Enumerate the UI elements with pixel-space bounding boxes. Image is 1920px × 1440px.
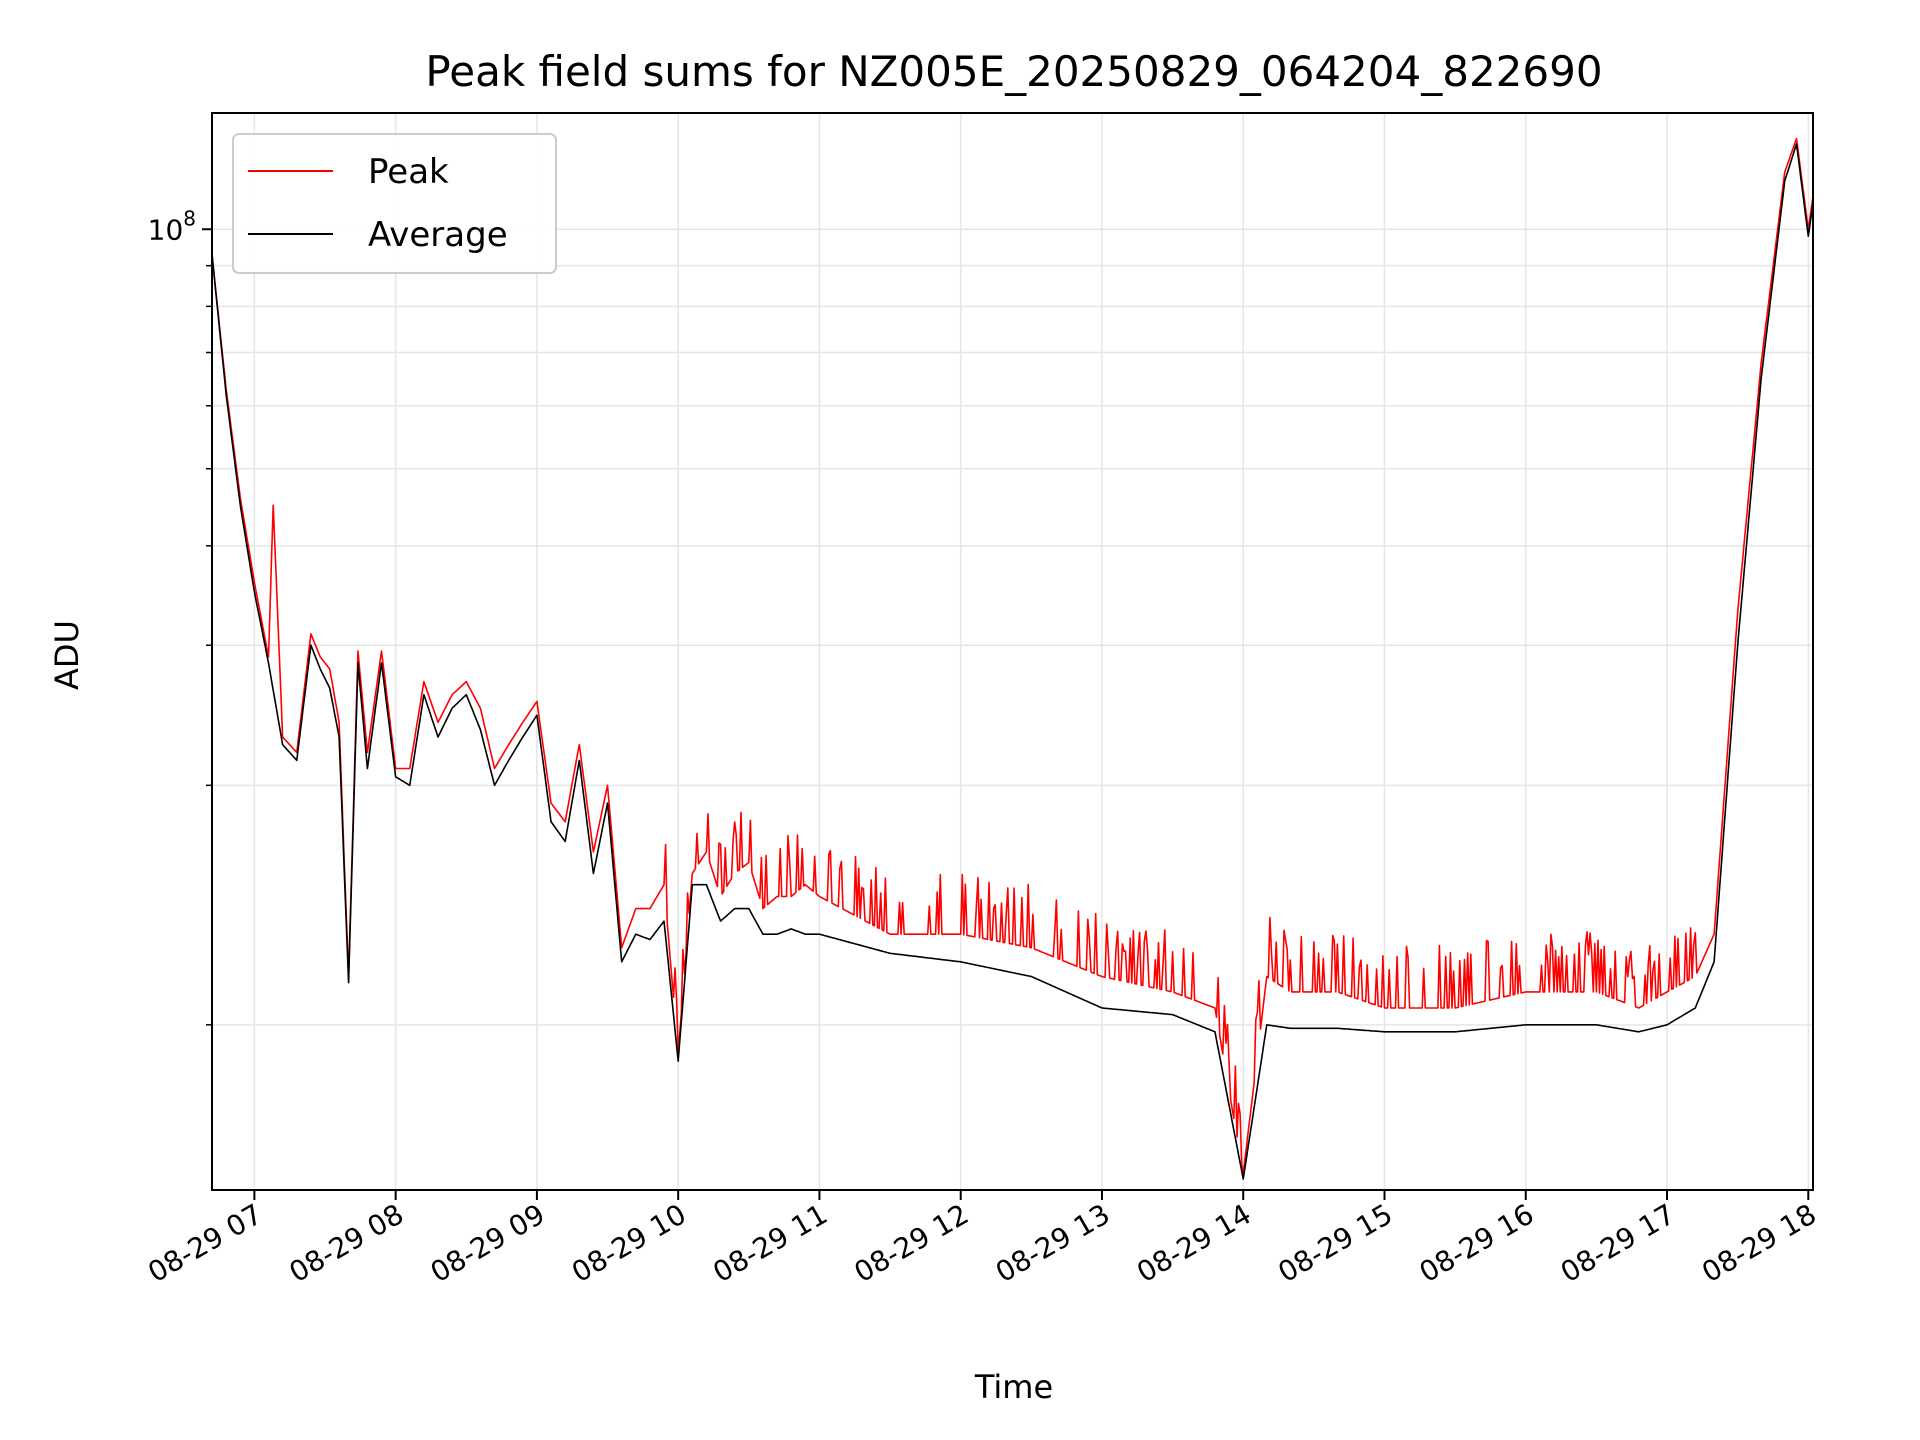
legend-box	[232, 133, 557, 274]
y-tick-base: 10	[148, 213, 184, 246]
legend-label-peak: Peak	[368, 152, 449, 192]
plot-area-frame	[211, 112, 1814, 1191]
y-axis: 108	[148, 206, 212, 1026]
y-axis-label: ADU	[48, 620, 86, 690]
series-line-average	[211, 143, 1814, 1180]
series-line-peak	[211, 137, 1814, 1175]
y-tick-exponent: 8	[183, 206, 196, 230]
grid	[212, 113, 1813, 1190]
plot-series	[211, 137, 1814, 1180]
legend: Peak Average	[232, 133, 557, 274]
chart-title: Peak field sums for NZ005E_20250829_0642…	[425, 47, 1602, 96]
x-axis-label: Time	[974, 1368, 1053, 1406]
legend-label-average: Average	[368, 215, 508, 255]
y-tick-label: 108	[148, 206, 196, 246]
